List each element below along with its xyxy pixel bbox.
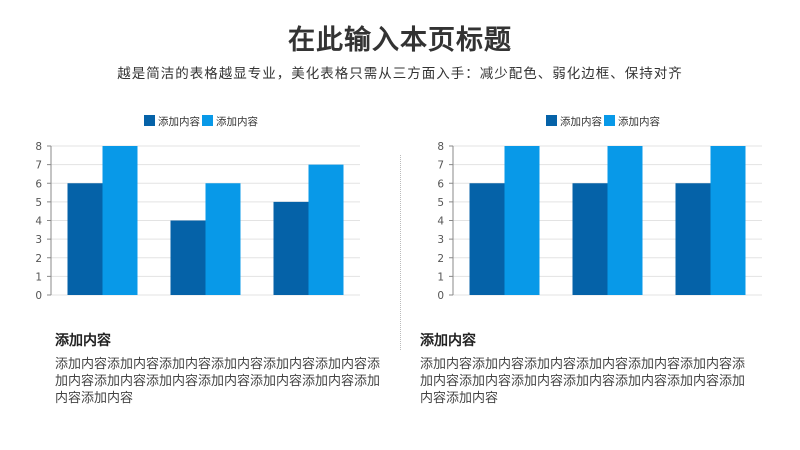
- bar: [273, 201, 309, 295]
- legend-swatch: [546, 115, 557, 126]
- block-heading: 添加内容: [55, 333, 111, 349]
- y-tick-label: 3: [437, 234, 444, 246]
- legend-label: 添加内容: [158, 115, 200, 128]
- bar: [675, 183, 711, 295]
- y-tick-label: 0: [437, 290, 444, 302]
- bar: [504, 146, 540, 295]
- y-tick-label: 8: [35, 141, 42, 153]
- legend-swatch: [202, 115, 213, 126]
- y-tick-label: 6: [437, 178, 444, 190]
- legend-label: 添加内容: [216, 115, 258, 128]
- y-tick-label: 6: [35, 178, 42, 190]
- y-tick-label: 4: [437, 216, 444, 228]
- block-body: 添加内容添加内容添加内容添加内容添加内容添加内容添加内容添加内容添加内容添加内容…: [55, 357, 381, 406]
- y-tick-label: 8: [437, 141, 444, 153]
- y-tick-label: 4: [35, 216, 42, 228]
- bar: [710, 146, 746, 295]
- legend-label: 添加内容: [560, 115, 602, 128]
- bar: [102, 146, 138, 295]
- y-tick-label: 0: [35, 290, 42, 302]
- y-tick-label: 1: [437, 271, 444, 283]
- y-tick-label: 7: [35, 160, 42, 172]
- bar: [607, 146, 643, 295]
- y-tick-label: 5: [437, 197, 444, 209]
- y-tick-label: 3: [35, 234, 42, 246]
- text-block-left: 添加内容 添加内容添加内容添加内容添加内容添加内容添加内容添加内容添加内容添加内…: [55, 330, 385, 407]
- legend-swatch: [144, 115, 155, 126]
- text-block-right: 添加内容 添加内容添加内容添加内容添加内容添加内容添加内容添加内容添加内容添加内…: [420, 330, 750, 407]
- bar: [67, 183, 103, 295]
- legend-label: 添加内容: [618, 115, 660, 128]
- block-heading: 添加内容: [420, 333, 476, 349]
- divider: [400, 155, 401, 350]
- y-tick-label: 1: [35, 271, 42, 283]
- y-tick-label: 7: [437, 160, 444, 172]
- bar-chart-left: 添加内容 添加内容 0 1 2 3 4 5 6 7 8: [35, 115, 360, 302]
- bar: [308, 164, 344, 295]
- y-tick-label: 2: [437, 253, 444, 265]
- page-subtitle: 越是简洁的表格越显专业，美化表格只需从三方面入手：减少配色、弱化边框、保持对齐: [117, 66, 683, 82]
- legend-swatch: [604, 115, 615, 126]
- bar: [572, 183, 608, 295]
- page-title: 在此输入本页标题: [288, 25, 512, 56]
- bar: [170, 220, 206, 295]
- bar: [205, 183, 241, 295]
- y-tick-label: 2: [35, 253, 42, 265]
- y-tick-label: 5: [35, 197, 42, 209]
- bar-chart-right: 添加内容 添加内容 0 1 2 3 4 5 6 7 8: [437, 115, 762, 302]
- block-body: 添加内容添加内容添加内容添加内容添加内容添加内容添加内容添加内容添加内容添加内容…: [420, 357, 746, 406]
- bar: [469, 183, 505, 295]
